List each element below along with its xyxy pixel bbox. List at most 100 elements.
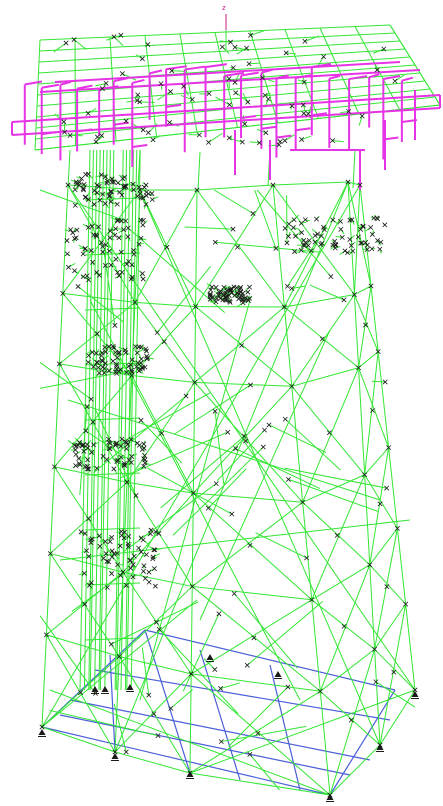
diagonal-brace <box>353 294 379 352</box>
deck-post <box>137 149 141 189</box>
diagonal-brace <box>374 648 416 691</box>
cross-stroke <box>350 248 356 254</box>
cross-stroke <box>94 269 100 275</box>
cross-stroke <box>94 134 100 140</box>
cross-stroke <box>367 562 373 568</box>
conductor-column <box>124 149 134 691</box>
cross-stroke <box>124 446 129 452</box>
cross-icon <box>338 226 344 232</box>
cross-icon <box>101 370 107 376</box>
cross-stroke <box>403 601 409 607</box>
cross-icon <box>146 569 152 575</box>
cross-icon <box>110 343 116 349</box>
cross-stroke <box>305 111 311 117</box>
cross-stroke <box>215 292 221 298</box>
cross-stroke <box>96 224 102 230</box>
cross-icon <box>218 686 224 691</box>
cross-icon <box>227 288 233 294</box>
cross-stroke <box>111 466 117 472</box>
cross-icon <box>73 235 79 241</box>
pipe-branch <box>132 143 148 148</box>
cross-stroke <box>347 236 353 242</box>
cross-icon <box>80 274 86 280</box>
cross-stroke <box>219 44 225 50</box>
cross-icon <box>72 447 78 453</box>
cross-stroke <box>136 344 142 350</box>
cross-icon <box>126 363 132 369</box>
deck-member <box>219 40 231 43</box>
cross-stroke <box>115 457 121 463</box>
support-triangle <box>111 753 119 759</box>
cross-stroke <box>150 554 156 560</box>
cross-stroke <box>86 553 92 559</box>
cross-icon <box>123 749 129 755</box>
deck-beam <box>36 80 426 118</box>
cross-icon <box>94 190 100 196</box>
pipe-branch <box>311 112 327 117</box>
cross-stroke <box>384 584 390 590</box>
cross-icon <box>118 32 124 38</box>
cross-icon <box>114 217 120 223</box>
diagonal-brace <box>49 481 128 554</box>
cross-icon <box>91 201 97 207</box>
cross-stroke <box>124 261 130 267</box>
cross-icon <box>100 249 106 255</box>
cross-icon <box>357 182 363 188</box>
cross-icon <box>145 41 151 47</box>
cross-icon <box>142 575 148 581</box>
cross-stroke <box>128 437 134 442</box>
cross-stroke <box>377 501 383 507</box>
cross-icon <box>131 187 137 193</box>
cross-icon <box>332 238 338 244</box>
cross-icon <box>377 501 383 507</box>
cross-stroke <box>74 181 80 187</box>
cross-icon <box>129 369 135 375</box>
cross-icon <box>85 466 91 472</box>
diagonal-brace <box>358 367 390 448</box>
cross-stroke <box>109 571 115 577</box>
cross-stroke <box>291 217 297 223</box>
cross-icon <box>88 580 94 586</box>
cross-icon <box>111 466 117 472</box>
cross-icon <box>84 404 90 410</box>
cross-stroke <box>139 271 145 277</box>
cross-icon <box>104 180 110 186</box>
cross-icon <box>60 290 66 296</box>
cross-icon <box>85 457 91 463</box>
cross-icon <box>117 543 123 549</box>
cross-stroke <box>114 361 120 367</box>
cross-icon <box>123 350 129 356</box>
cross-stroke <box>113 369 119 375</box>
cross-icon <box>227 102 233 108</box>
cross-icon <box>347 236 353 242</box>
cross-icon <box>370 407 375 413</box>
cross-stroke <box>168 705 174 711</box>
cross-stroke <box>107 539 113 545</box>
cross-icon <box>140 127 146 133</box>
cross-stroke <box>104 180 110 186</box>
cross-stroke <box>309 597 315 603</box>
cross-icon <box>212 239 218 245</box>
cross-icon <box>124 446 129 452</box>
cross-icon <box>121 462 127 468</box>
diagonal-brace <box>302 367 360 503</box>
cross-icon <box>103 242 109 248</box>
deck-member <box>304 35 320 42</box>
cross-icon <box>255 730 261 736</box>
cross-icon <box>147 531 153 537</box>
cross-stroke <box>73 463 79 469</box>
cross-stroke <box>183 393 189 399</box>
cross-icon <box>369 231 375 237</box>
cross-icon <box>348 243 354 248</box>
cross-stroke <box>230 226 236 232</box>
cross-icon <box>224 288 230 294</box>
cross-stroke <box>143 201 149 207</box>
cross-icon <box>94 233 100 239</box>
cross-stroke <box>345 179 351 185</box>
diagonal-brace <box>172 446 264 536</box>
cluster-member <box>116 530 122 534</box>
cross-icon <box>126 259 132 265</box>
horizontal-brace <box>114 751 191 774</box>
